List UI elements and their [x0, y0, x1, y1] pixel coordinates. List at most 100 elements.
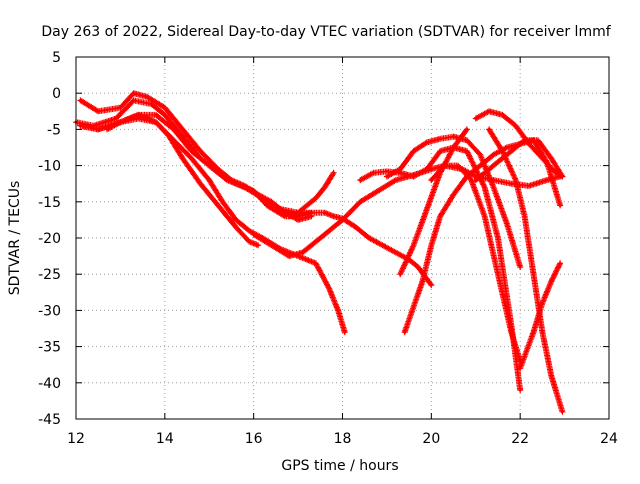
data-point — [518, 366, 522, 370]
y-tick-label: -5 — [47, 122, 61, 138]
data-point — [545, 178, 549, 182]
data-point — [118, 120, 122, 124]
data-point — [420, 279, 424, 283]
data-point — [514, 146, 518, 149]
y-tick-label: 5 — [52, 50, 61, 66]
y-tick-label: -10 — [38, 159, 61, 175]
data-point — [398, 272, 402, 276]
data-point — [252, 232, 256, 236]
data-point — [163, 106, 167, 110]
tick-layer: 12 14 16 18 20 22 24 5 0 -5 -10 -15 -20 -25 -30 -35 -40 -… — [38, 50, 618, 447]
data-point — [429, 178, 433, 182]
data-point — [78, 98, 82, 102]
data-point — [105, 127, 109, 131]
data-point — [154, 113, 158, 117]
x-tick-label: 22 — [511, 431, 529, 447]
data-point — [163, 113, 167, 117]
series-track-8 — [286, 169, 337, 220]
data-point — [540, 156, 544, 160]
data-point — [394, 178, 398, 182]
data-point — [358, 200, 362, 204]
data-point — [452, 193, 456, 197]
data-point — [505, 222, 509, 226]
data-point — [301, 250, 305, 254]
y-axis-title: SDTVAR / TECUs — [7, 181, 23, 296]
data-point — [505, 146, 509, 149]
data-point — [96, 109, 100, 113]
data-point — [560, 410, 564, 414]
data-point — [376, 189, 380, 193]
data-point — [456, 164, 460, 168]
data-point — [234, 218, 238, 222]
series-markers — [428, 162, 524, 365]
data-point — [531, 272, 535, 276]
data-point — [492, 153, 496, 157]
data-point — [492, 185, 496, 189]
data-point — [341, 216, 344, 220]
data-point — [181, 127, 185, 131]
data-point — [136, 113, 140, 117]
data-point — [500, 113, 504, 117]
x-tick-label: 12 — [67, 431, 85, 447]
data-point — [314, 196, 318, 200]
data-point — [483, 185, 487, 189]
data-point — [136, 117, 140, 121]
data-point — [496, 272, 500, 276]
data-point — [114, 117, 118, 121]
data-point — [412, 174, 416, 178]
data-point — [518, 388, 522, 392]
data-point — [438, 137, 442, 141]
y-tick-label: -15 — [38, 195, 61, 211]
data-point — [380, 243, 384, 247]
data-point — [207, 164, 211, 168]
data-point — [336, 308, 340, 312]
data-point — [154, 120, 158, 124]
data-point — [305, 203, 309, 207]
data-point — [132, 91, 136, 95]
x-tick-label: 16 — [245, 431, 263, 447]
data-point — [385, 174, 389, 178]
data-point — [367, 236, 371, 240]
data-point — [78, 124, 82, 128]
data-point — [243, 185, 247, 189]
data-point — [323, 185, 327, 189]
data-point — [474, 117, 478, 121]
data-point — [225, 178, 229, 182]
data-point — [207, 178, 211, 182]
data-point — [549, 156, 553, 160]
data-point — [296, 211, 300, 215]
data-point — [278, 207, 282, 211]
data-point — [354, 225, 358, 229]
series-track-15 — [517, 260, 564, 372]
x-tick-label: 14 — [156, 431, 174, 447]
data-point — [309, 214, 313, 218]
data-point — [189, 149, 193, 153]
x-tick-label: 20 — [422, 431, 440, 447]
data-point — [465, 138, 469, 142]
data-point — [398, 171, 402, 175]
data-point — [452, 146, 456, 149]
data-point — [394, 250, 398, 254]
data-point — [385, 169, 389, 173]
data-point — [256, 243, 260, 247]
series-track-13 — [428, 162, 524, 365]
data-point — [558, 203, 562, 207]
data-point — [478, 164, 482, 168]
data-point — [198, 182, 202, 186]
data-point — [118, 106, 122, 110]
data-point — [283, 214, 287, 218]
data-point — [523, 214, 527, 218]
data-point — [549, 374, 553, 378]
series-track-17 — [383, 133, 524, 270]
data-point — [509, 182, 513, 186]
data-point — [540, 330, 544, 334]
x-tick-label: 18 — [334, 431, 352, 447]
data-point — [332, 214, 336, 218]
data-point — [514, 178, 518, 182]
data-point — [536, 138, 540, 142]
series-markers — [104, 115, 348, 336]
data-point — [296, 214, 300, 218]
data-point — [172, 127, 176, 131]
